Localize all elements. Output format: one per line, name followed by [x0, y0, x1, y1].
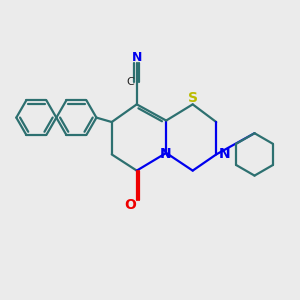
- Text: S: S: [188, 91, 198, 105]
- Text: N: N: [160, 147, 171, 161]
- Text: N: N: [132, 51, 142, 64]
- Text: N: N: [219, 147, 230, 161]
- Text: C: C: [126, 77, 134, 87]
- Text: O: O: [124, 198, 136, 212]
